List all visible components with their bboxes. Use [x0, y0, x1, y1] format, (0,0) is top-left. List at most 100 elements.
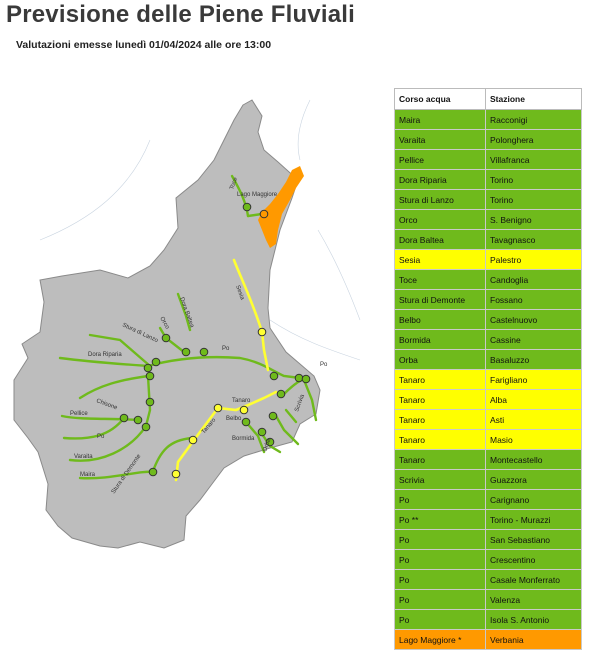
river-cell: Po	[394, 489, 486, 510]
river-cell: Orco	[394, 209, 486, 230]
lago-maggiore-shape	[258, 166, 304, 248]
table-row: Orba Basaluzzo	[394, 349, 582, 370]
label-belbo: Belbo	[226, 416, 242, 422]
river-cell: Tanaro	[394, 429, 486, 450]
river-cell: Po	[394, 529, 486, 550]
table-row: Dora Riparia Torino	[394, 169, 582, 190]
river-cell: Belbo	[394, 309, 486, 330]
label-varaita: Varaita	[74, 454, 93, 460]
table-row: Dora Baltea Tavagnasco	[394, 229, 582, 250]
station-cell: Crescentino	[485, 549, 582, 570]
label-dora-riparia: Dora Riparia	[88, 352, 122, 358]
label-toce: Toce	[229, 176, 239, 191]
label-orba: Orba	[262, 437, 272, 452]
table-row: Sesia Palestro	[394, 249, 582, 270]
river-cell: Tanaro	[394, 389, 486, 410]
table-row: Varaita Polonghera	[394, 129, 582, 150]
header-river: Corso acqua	[394, 88, 486, 110]
station-cell: San Sebastiano	[485, 529, 582, 550]
table-row: Po Isola S. Antonio	[394, 609, 582, 630]
station-cell: Tavagnasco	[485, 229, 582, 250]
river-cell: Sesia	[394, 249, 486, 270]
issue-date: Valutazioni emesse lunedì 01/04/2024 all…	[16, 39, 272, 51]
page-title: Previsione delle Piene Fluviali	[6, 1, 356, 28]
station-cell: Palestro	[485, 249, 582, 270]
river-cell: Dora Riparia	[394, 169, 486, 190]
label-po-south: Po	[97, 434, 105, 440]
river-cell: Dora Baltea	[394, 229, 486, 250]
river-cell: Maira	[394, 109, 486, 130]
station-cell: Candoglia	[485, 269, 582, 290]
label-bormida: Bormida	[232, 436, 255, 442]
river-cell: Po	[394, 569, 486, 590]
river-cell: Po	[394, 589, 486, 610]
station-cell: Fossano	[485, 289, 582, 310]
rivers-green	[58, 174, 318, 480]
river-cell: Tanaro	[394, 369, 486, 390]
table-row: Po Valenza	[394, 589, 582, 610]
station-cell: Racconigi	[485, 109, 582, 130]
river-map: Lago Maggiore Toce Sesia Dora Baltea Orc…	[0, 80, 390, 664]
table-row: Tanaro Masio	[394, 429, 582, 450]
station-cell: Valenza	[485, 589, 582, 610]
table-row: Orco S. Benigno	[394, 209, 582, 230]
table-row: Scrivia Guazzora	[394, 469, 582, 490]
river-cell: Varaita	[394, 129, 486, 150]
label-tanaro: Tanaro	[232, 398, 251, 404]
table-row: Maira Racconigi	[394, 109, 582, 130]
table-row: Lago Maggiore * Verbania	[394, 629, 582, 650]
river-cell: Bormida	[394, 329, 486, 350]
label-pellice: Pellice	[70, 411, 88, 417]
label-po-north: Po	[222, 346, 230, 352]
river-cell: Pellice	[394, 149, 486, 170]
label-maira: Maira	[80, 472, 96, 478]
river-cell: Scrivia	[394, 469, 486, 490]
table-row: Belbo Castelnuovo	[394, 309, 582, 330]
station-cell: Alba	[485, 389, 582, 410]
table-row: Bormida Cassine	[394, 329, 582, 350]
station-cell: Verbania	[485, 629, 582, 650]
river-cell: Stura di Lanzo	[394, 189, 486, 210]
station-cell: Torino	[485, 189, 582, 210]
table-row: Tanaro Alba	[394, 389, 582, 410]
station-cell: Cassine	[485, 329, 582, 350]
station-cell: Asti	[485, 409, 582, 430]
table-row: Tanaro Asti	[394, 409, 582, 430]
river-cell: Po	[394, 609, 486, 630]
river-cell: Toce	[394, 269, 486, 290]
station-cell: Farigliano	[485, 369, 582, 390]
river-cell: Tanaro	[394, 409, 486, 430]
station-cell: Casale Monferrato	[485, 569, 582, 590]
river-cell: Po **	[394, 509, 486, 530]
station-cell: Basaluzzo	[485, 349, 582, 370]
station-cell: Polonghera	[485, 129, 582, 150]
header-station: Stazione	[485, 88, 582, 110]
station-cell: Montecastello	[485, 449, 582, 470]
table-row: Tanaro Montecastello	[394, 449, 582, 470]
label-sesia: Sesia	[234, 285, 245, 302]
river-cell: Orba	[394, 349, 486, 370]
river-cell: Stura di Demonte	[394, 289, 486, 310]
region-shape	[13, 99, 321, 549]
table-row: Po Crescentino	[394, 549, 582, 570]
label-lago-maggiore: Lago Maggiore	[237, 192, 278, 198]
table-row: Po ** Torino - Murazzi	[394, 509, 582, 530]
station-cell: Guazzora	[485, 469, 582, 490]
station-cell: Carignano	[485, 489, 582, 510]
table-row: Toce Candoglia	[394, 269, 582, 290]
station-markers	[119, 202, 311, 479]
station-cell: Torino - Murazzi	[485, 509, 582, 530]
station-cell: S. Benigno	[485, 209, 582, 230]
label-po-east: Po	[320, 362, 328, 368]
table-row: Stura di Demonte Fossano	[394, 289, 582, 310]
station-cell: Isola S. Antonio	[485, 609, 582, 630]
table-row: Po San Sebastiano	[394, 529, 582, 550]
table-header-row: Corso acqua Stazione	[394, 88, 582, 110]
table-body: Maira Racconigi Varaita Polonghera Pellice Vi…	[394, 109, 582, 650]
river-cell: Tanaro	[394, 449, 486, 470]
table-row: Pellice Villafranca	[394, 149, 582, 170]
stations-table: Corso acqua Stazione Maira Racconigi Varai…	[394, 88, 582, 650]
table-row: Po Carignano	[394, 489, 582, 510]
table-row: Tanaro Farigliano	[394, 369, 582, 390]
table-row: Po Casale Monferrato	[394, 569, 582, 590]
